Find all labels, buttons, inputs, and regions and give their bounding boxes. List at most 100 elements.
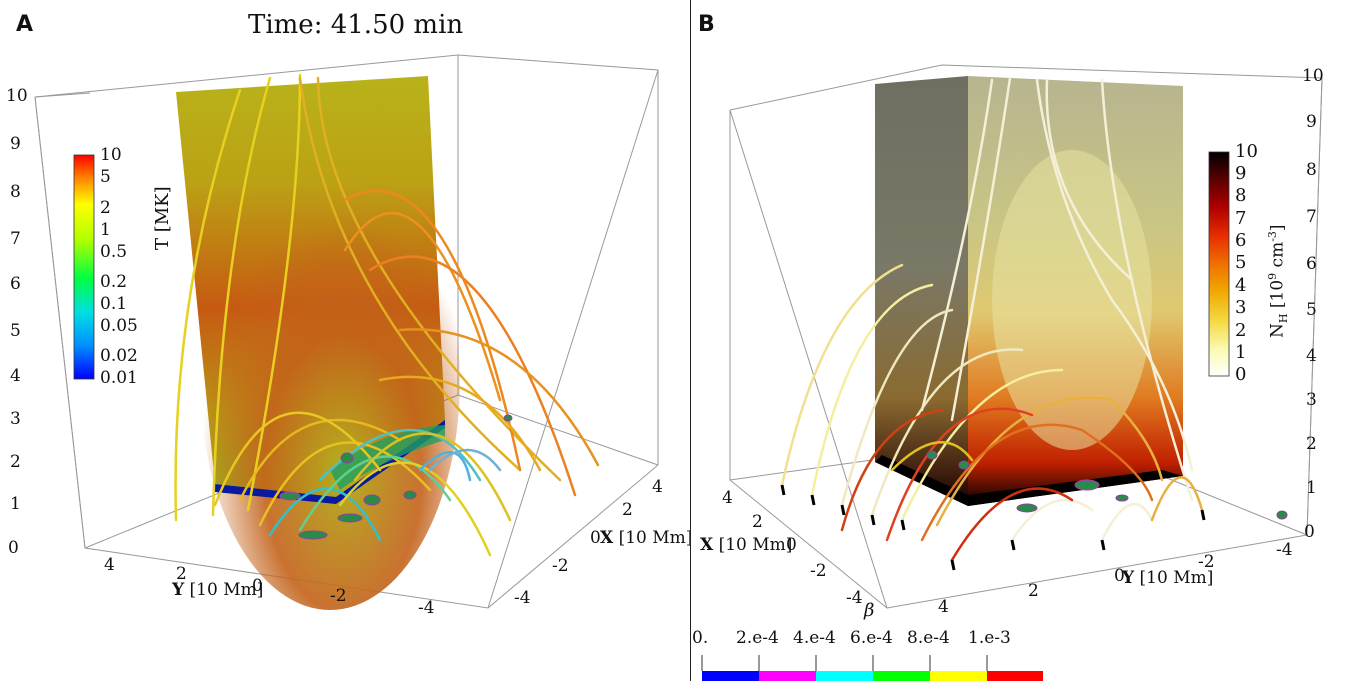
cbar-tick: 4 [1235,275,1247,296]
temperature-slice [176,76,460,610]
field-lines [174,73,600,557]
x-tick: 0 [590,528,601,548]
z-tick: 8 [10,182,21,202]
z-tick: 9 [1306,112,1317,132]
x-tick: -4 [846,588,863,608]
nh-close: ] [1267,224,1288,232]
cbar-tick: 5 [100,167,111,187]
beta-symbol: β [864,600,875,621]
panel-a-plot [34,54,659,610]
z-tick: 7 [10,229,21,249]
temperature-colorbar [73,154,95,380]
nh-unit2: cm [1267,241,1288,268]
y-tick: -2 [330,586,347,606]
y-label-rest: [10 Mm] [189,580,264,600]
cbar-tick: 0.01 [100,368,138,388]
panel-a-y-axis-label: Y [10 Mm] [172,580,263,600]
z-tick: 0 [8,538,19,558]
nh-unit: [10 [1267,279,1288,309]
x-label-bold: X [700,535,714,555]
plasma-blobs [279,414,513,540]
beta-tick: 2.e-4 [736,628,779,648]
beta-segment [930,671,987,681]
x-tick: 0 [786,535,797,555]
beta-segment [759,671,816,681]
z-tick: 5 [10,321,21,341]
density-colorbar-label: NH [109 cm-3] [1266,224,1290,338]
panel-a-x-axis-label: X [10 Mm] [600,528,692,548]
field-lines-b [780,76,1204,562]
cbar-tick: 7 [1235,208,1247,229]
z-tick: 7 [1306,207,1317,227]
nh-sub: H [1277,313,1291,324]
beta-segment [816,671,873,681]
panel-b-plot [701,64,1323,681]
field-footpoints [780,484,1206,571]
cbar-tick: 0 [1235,364,1247,385]
cbar-tick: 1 [100,220,111,240]
x-tick: 4 [722,488,733,508]
panel-b: B [692,0,1348,681]
z-tick: 2 [10,452,21,472]
beta-tick: 0. [692,628,709,648]
z-tick: 1 [1306,478,1317,498]
cbar-tick: 0.1 [100,294,128,314]
cbar-tick: 2 [1235,320,1247,341]
z-tick: 5 [1306,300,1317,320]
panel-b-y-axis-label: Y [10 Mm] [1122,568,1213,588]
z-tick: 6 [10,274,21,294]
x-tick: -2 [552,556,569,576]
nh-label: N [1267,323,1288,338]
cbar-tick: 3 [1235,297,1247,318]
y-tick: 0 [1114,566,1125,586]
beta-tick: 8.e-4 [907,628,950,648]
panel-b-x-axis-label: X [10 Mm] [700,535,792,555]
density-colorbar [1208,151,1230,377]
cbar-tick: 2 [100,198,111,218]
z-tick: 6 [1306,254,1317,274]
z-tick: 10 [1302,66,1324,86]
cbar-tick: 0.05 [100,316,138,336]
y-tick: -4 [1276,540,1293,560]
nh-exp: 9 [1266,272,1279,280]
beta-tick: 6.e-4 [850,628,893,648]
cbar-tick: 10 [100,145,122,165]
z-tick: 4 [10,366,21,386]
beta-segment [873,671,930,681]
y-label-bold: Y [1122,568,1135,588]
beta-tick: 4.e-4 [793,628,836,648]
bounding-box-b [729,64,1323,609]
nh-exp2: -3 [1266,231,1279,242]
y-label-rest: [10 Mm] [1139,568,1214,588]
y-tick: 0 [252,576,263,596]
z-tick: 9 [10,134,21,154]
x-tick: 4 [652,477,663,497]
cbar-tick: 9 [1235,163,1247,184]
x-label-rest: [10 Mm] [718,535,793,555]
x-tick: -2 [810,561,827,581]
cbar-tick: 5 [1235,252,1247,273]
y-tick: 4 [104,555,115,575]
cbar-tick: 0.02 [100,346,138,366]
x-label-rest: [10 Mm] [618,528,693,548]
x-tick: 2 [622,500,633,520]
y-tick: -4 [418,598,435,618]
panel-b-label: B [698,12,715,37]
plasma-blobs-b [926,450,1288,520]
temperature-colorbar-label: T [MK] [152,186,173,250]
cbar-tick: 6 [1235,230,1247,251]
cbar-tick: 1 [1235,342,1247,363]
z-tick: 10 [6,86,28,106]
cbar-tick: 10 [1235,141,1258,162]
beta-colorbar [701,655,1043,681]
density-slices [875,76,1183,506]
cbar-tick: 8 [1235,185,1247,206]
panel-a: A Time: 41.50 min [6,10,692,618]
y-tick: 2 [1028,581,1039,601]
y-label-bold: Y [172,580,185,600]
beta-tick: 1.e-3 [968,628,1011,648]
z-tick: 4 [1306,346,1317,366]
z-tick: 2 [1306,434,1317,454]
z-tick: 0 [1304,522,1315,542]
panel-a-title: Time: 41.50 min [248,10,464,40]
